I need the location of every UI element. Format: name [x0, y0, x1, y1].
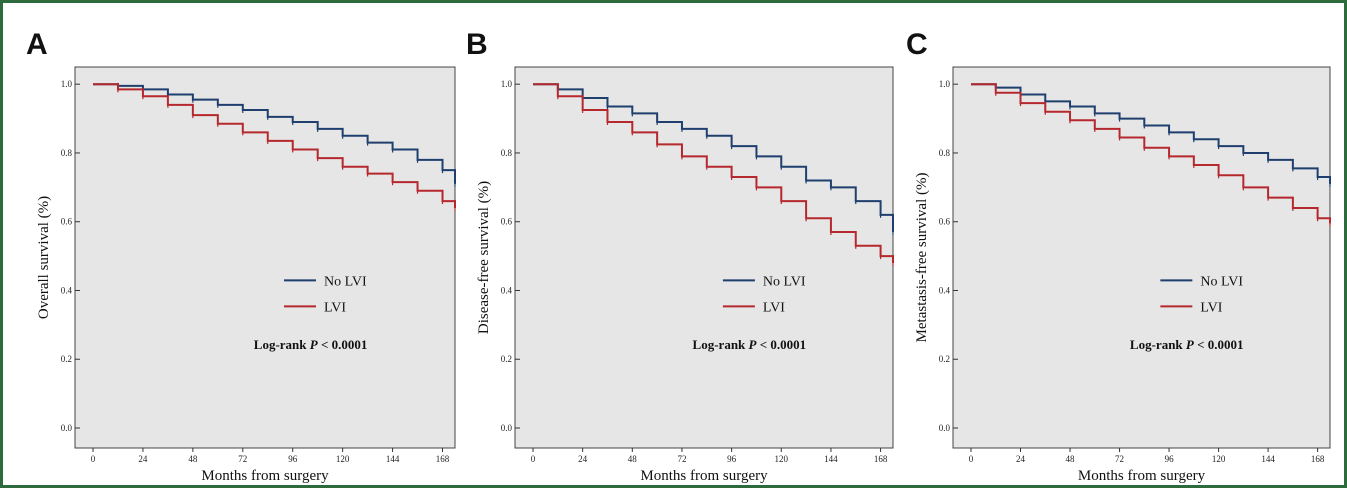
logrank-suffix: < 0.0001 — [1194, 337, 1244, 352]
y-tick-label: 0.2 — [939, 354, 950, 364]
logrank-p: P — [310, 337, 319, 352]
legend-label: LVI — [324, 300, 346, 315]
survival-curve-lvi — [533, 83, 894, 263]
x-axis-title: Months from surgery — [640, 468, 768, 484]
legend-label: LVI — [1200, 300, 1222, 315]
x-tick-label: 96 — [288, 454, 298, 464]
plot-area — [952, 66, 1331, 449]
x-tick-label: 168 — [436, 454, 450, 464]
y-tick-label: 0.2 — [501, 354, 512, 364]
y-tick-label: 0.8 — [61, 148, 73, 158]
y-tick-label: 0.2 — [61, 354, 72, 364]
survival-curve-no-lvi — [93, 83, 456, 184]
survival-curve-lvi — [971, 83, 1331, 224]
logrank-prefix: Log-rank — [693, 337, 749, 352]
y-tick-label: 0.4 — [939, 285, 951, 295]
y-tick-label: 0.6 — [501, 217, 513, 227]
panel-label-b: B — [466, 28, 488, 61]
y-axis-title: Overall survival (%) — [36, 196, 52, 319]
y-tick-label: 0.0 — [939, 423, 951, 433]
plot-area — [74, 66, 456, 449]
logrank-p: P — [749, 337, 758, 352]
x-tick-label: 72 — [1115, 454, 1124, 464]
x-tick-label: 0 — [969, 454, 974, 464]
survival-curve-no-lvi — [533, 83, 894, 233]
legend-label: No LVI — [763, 274, 806, 289]
y-tick-label: 1.0 — [61, 79, 73, 89]
chart-panel-c: 0.0 0.2 0.4 0.6 0.8 1.0 0 24 48 72 96 120 144 168 Mont… — [914, 66, 1331, 484]
y-tick-label: 1.0 — [501, 79, 513, 89]
y-tick-label: 0.8 — [501, 148, 513, 158]
logrank-prefix: Log-rank — [1130, 337, 1186, 352]
x-tick-label: 0 — [531, 454, 536, 464]
survival-curve-no-lvi — [971, 83, 1331, 184]
x-tick-label: 48 — [188, 454, 198, 464]
logrank-annotation: Log-rank P < 0.0001 — [1130, 337, 1244, 352]
x-tick-label: 96 — [1165, 454, 1175, 464]
x-tick-label: 0 — [91, 454, 96, 464]
logrank-annotation: Log-rank P < 0.0001 — [254, 337, 368, 352]
logrank-suffix: < 0.0001 — [318, 337, 368, 352]
x-tick-label: 168 — [1311, 454, 1325, 464]
y-tick-label: 0.6 — [939, 217, 951, 227]
x-tick-label: 24 — [1016, 454, 1026, 464]
x-axis-title: Months from surgery — [201, 468, 329, 484]
chart-panel-a: 0.0 0.2 0.4 0.6 0.8 1.0 0 24 48 72 96 120 144 168 Mont… — [36, 66, 456, 484]
x-tick-label: 72 — [677, 454, 686, 464]
y-tick-label: 0.4 — [61, 285, 73, 295]
legend-label: No LVI — [324, 274, 367, 289]
x-tick-label: 72 — [238, 454, 247, 464]
y-tick-label: 0.0 — [501, 423, 513, 433]
x-tick-label: 120 — [775, 454, 789, 464]
y-axis-title: Metastasis-free survival (%) — [914, 173, 930, 343]
logrank-suffix: < 0.0001 — [756, 337, 806, 352]
logrank-annotation: Log-rank P < 0.0001 — [693, 337, 807, 352]
x-tick-label: 48 — [628, 454, 638, 464]
x-tick-label: 96 — [727, 454, 737, 464]
x-tick-label: 120 — [1212, 454, 1226, 464]
panel-label-a: A — [26, 28, 48, 61]
x-tick-label: 24 — [578, 454, 588, 464]
y-tick-label: 0.4 — [501, 285, 513, 295]
x-tick-label: 168 — [874, 454, 888, 464]
y-tick-label: 0.0 — [61, 423, 73, 433]
x-tick-label: 144 — [824, 454, 838, 464]
legend-label: No LVI — [1200, 274, 1243, 289]
legend-label: LVI — [763, 300, 785, 315]
logrank-p: P — [1186, 337, 1195, 352]
plot-area — [514, 66, 894, 449]
x-tick-label: 144 — [1261, 454, 1275, 464]
chart-panel-b: 0.0 0.2 0.4 0.6 0.8 1.0 0 24 48 72 96 120 144 168 Mont… — [476, 66, 894, 484]
panel-label-c: C — [906, 28, 928, 61]
x-tick-label: 120 — [336, 454, 350, 464]
survival-curve-lvi — [93, 83, 456, 208]
logrank-prefix: Log-rank — [254, 337, 310, 352]
y-axis-title: Disease-free survival (%) — [476, 181, 492, 334]
x-tick-label: 24 — [138, 454, 148, 464]
x-tick-label: 48 — [1066, 454, 1076, 464]
x-tick-label: 144 — [386, 454, 400, 464]
y-tick-label: 0.8 — [939, 148, 951, 158]
y-tick-label: 1.0 — [939, 79, 951, 89]
y-tick-label: 0.6 — [61, 217, 73, 227]
x-axis-title: Months from surgery — [1078, 468, 1206, 484]
